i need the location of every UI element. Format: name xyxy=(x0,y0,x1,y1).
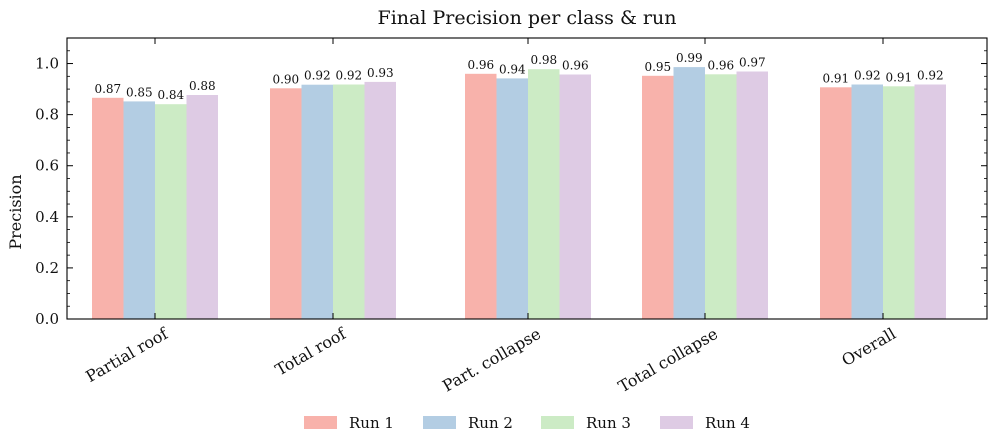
bar-run-4-2 xyxy=(559,74,591,319)
bar-run-3-4 xyxy=(883,86,915,319)
y-ticks-layer: 0.0 0.2 0.4 0.6 0.8 1.0 xyxy=(35,50,987,328)
bar-run-4-3 xyxy=(736,71,768,319)
bar-value-label: 0.92 xyxy=(304,69,331,83)
bar-value-label: 0.90 xyxy=(272,72,299,86)
y-tick-label: 0.0 xyxy=(35,310,59,328)
bar-value-label: 0.95 xyxy=(644,60,671,74)
bar-run-4-0 xyxy=(186,95,218,319)
bar-run-3-1 xyxy=(333,84,365,319)
bar-value-label: 0.96 xyxy=(707,58,734,72)
bar-run-1-3 xyxy=(642,75,674,319)
bar-value-label: 0.92 xyxy=(917,69,944,83)
legend-swatch-2 xyxy=(423,416,456,429)
bar-run-1-1 xyxy=(270,88,302,319)
bar-labels-layer: 0.87 0.90 0.96 0.95 0.91 0.85 0.92 0.94 0.99 0.92… xyxy=(94,51,943,102)
x-tick-label: Total roof xyxy=(272,323,350,379)
bar-run-2-1 xyxy=(301,84,333,319)
bar-run-2-2 xyxy=(496,78,528,320)
bar-run-1-2 xyxy=(465,73,497,319)
bar-value-label: 0.93 xyxy=(367,66,394,80)
bar-run-3-3 xyxy=(705,74,737,319)
x-tick-label: Total collapse xyxy=(615,324,721,396)
bar-value-label: 0.88 xyxy=(189,79,216,93)
bar-value-label: 0.91 xyxy=(885,70,912,84)
bar-run-4-1 xyxy=(364,81,396,320)
bar-value-label: 0.96 xyxy=(562,59,589,73)
bar-run-2-4 xyxy=(851,84,883,319)
y-tick-label: 0.6 xyxy=(35,157,59,175)
bar-value-label: 0.84 xyxy=(157,88,184,102)
bar-value-label: 0.99 xyxy=(676,51,703,65)
legend-swatch-1 xyxy=(304,416,337,429)
legend-label-1: Run 1 xyxy=(349,414,394,432)
bar-value-label: 0.92 xyxy=(335,69,362,83)
bar-value-label: 0.85 xyxy=(126,85,153,99)
bar-value-label: 0.91 xyxy=(822,71,849,85)
bar-run-2-3 xyxy=(673,67,705,319)
legend-label-4: Run 4 xyxy=(705,414,750,432)
bar-value-label: 0.97 xyxy=(739,56,766,70)
y-axis-label: Precision xyxy=(6,174,25,249)
legend: Run 1 Run 2 Run 3 Run 4 xyxy=(304,414,750,432)
x-tick-label: Overall xyxy=(838,324,899,370)
legend-swatch-4 xyxy=(660,416,693,429)
bar-run-3-2 xyxy=(528,69,560,319)
chart-title: Final Precision per class & run xyxy=(378,7,677,29)
x-tick-label: Partial roof xyxy=(82,323,172,386)
bar-value-label: 0.92 xyxy=(854,69,881,83)
bar-run-2-0 xyxy=(123,101,155,320)
y-tick-label: 0.2 xyxy=(35,259,59,277)
bar-run-3-0 xyxy=(155,104,187,319)
bar-run-1-0 xyxy=(92,97,124,319)
legend-label-2: Run 2 xyxy=(468,414,513,432)
bar-value-label: 0.96 xyxy=(467,58,494,72)
y-tick-label: 0.8 xyxy=(35,106,59,124)
x-tick-label: Part. collapse xyxy=(439,324,544,396)
legend-swatch-3 xyxy=(541,416,574,429)
bar-value-label: 0.98 xyxy=(530,53,557,67)
y-tick-label: 1.0 xyxy=(35,55,59,73)
bar-run-1-4 xyxy=(820,87,852,319)
bar-value-label: 0.94 xyxy=(499,62,526,76)
legend-label-3: Run 3 xyxy=(586,414,631,432)
bar-value-label: 0.87 xyxy=(94,82,121,96)
bars-layer xyxy=(92,67,946,320)
bar-run-4-4 xyxy=(914,84,946,319)
y-tick-label: 0.4 xyxy=(35,208,59,226)
